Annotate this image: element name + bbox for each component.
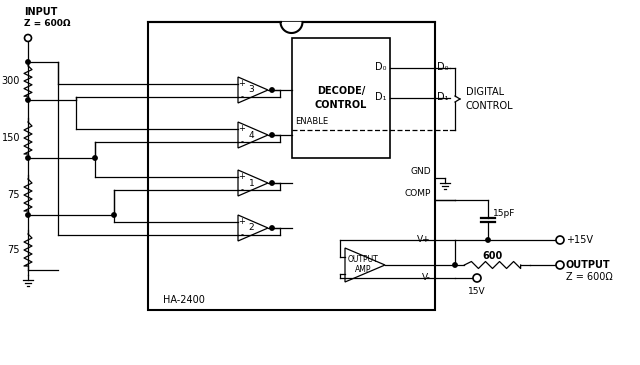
Circle shape — [26, 213, 30, 217]
Text: 600: 600 — [483, 251, 502, 261]
Text: V+: V+ — [417, 234, 431, 243]
Text: 150: 150 — [1, 133, 20, 143]
Text: 2: 2 — [249, 223, 254, 233]
Text: DECODE/: DECODE/ — [317, 86, 365, 96]
Circle shape — [270, 133, 274, 137]
Bar — [148, 22, 435, 310]
Text: 15V: 15V — [468, 287, 486, 296]
Text: +15V: +15V — [566, 235, 593, 245]
Text: D₀: D₀ — [437, 62, 449, 72]
Text: CONTROL: CONTROL — [315, 100, 367, 110]
Circle shape — [26, 156, 30, 160]
Text: D₁: D₁ — [437, 92, 449, 102]
Text: 75: 75 — [8, 190, 20, 200]
Circle shape — [486, 238, 490, 242]
Text: 15pF: 15pF — [493, 210, 515, 219]
Text: -: - — [241, 137, 243, 146]
Circle shape — [26, 60, 30, 64]
Text: 300: 300 — [2, 76, 20, 86]
Text: -: - — [241, 185, 243, 194]
Text: 4: 4 — [249, 131, 254, 139]
Circle shape — [26, 98, 30, 102]
Text: +: + — [239, 172, 245, 181]
Circle shape — [473, 274, 481, 282]
Circle shape — [112, 213, 116, 217]
Text: +: + — [239, 79, 245, 88]
Text: 1: 1 — [248, 178, 254, 188]
Circle shape — [270, 88, 274, 92]
Text: ENABLE: ENABLE — [295, 118, 328, 127]
Circle shape — [93, 156, 97, 160]
Circle shape — [24, 35, 31, 42]
Circle shape — [270, 226, 274, 230]
Text: +: + — [239, 217, 245, 226]
Text: +: + — [239, 124, 245, 133]
Text: COMP: COMP — [404, 189, 431, 199]
Circle shape — [556, 261, 564, 269]
Circle shape — [270, 181, 274, 185]
Circle shape — [556, 236, 564, 244]
Text: -: - — [241, 92, 243, 101]
Text: D₁: D₁ — [374, 92, 386, 102]
Text: HA-2400: HA-2400 — [163, 295, 205, 305]
Text: CONTROL: CONTROL — [466, 101, 514, 111]
Text: Z = 600Ω: Z = 600Ω — [24, 19, 70, 27]
Text: D₀: D₀ — [374, 62, 386, 72]
Text: Z = 600Ω: Z = 600Ω — [566, 272, 612, 282]
Text: -: - — [241, 230, 243, 239]
Circle shape — [453, 263, 457, 267]
Text: 75: 75 — [8, 245, 20, 255]
Text: AMP: AMP — [355, 265, 371, 274]
Text: DIGITAL: DIGITAL — [466, 87, 504, 97]
Text: 3: 3 — [248, 85, 254, 95]
Text: OUTPUT: OUTPUT — [566, 260, 611, 270]
Text: OUTPUT: OUTPUT — [348, 255, 378, 265]
Text: GND: GND — [410, 168, 431, 177]
Bar — [292, 38, 390, 158]
Text: INPUT: INPUT — [24, 7, 58, 17]
Text: V-: V- — [422, 273, 431, 281]
